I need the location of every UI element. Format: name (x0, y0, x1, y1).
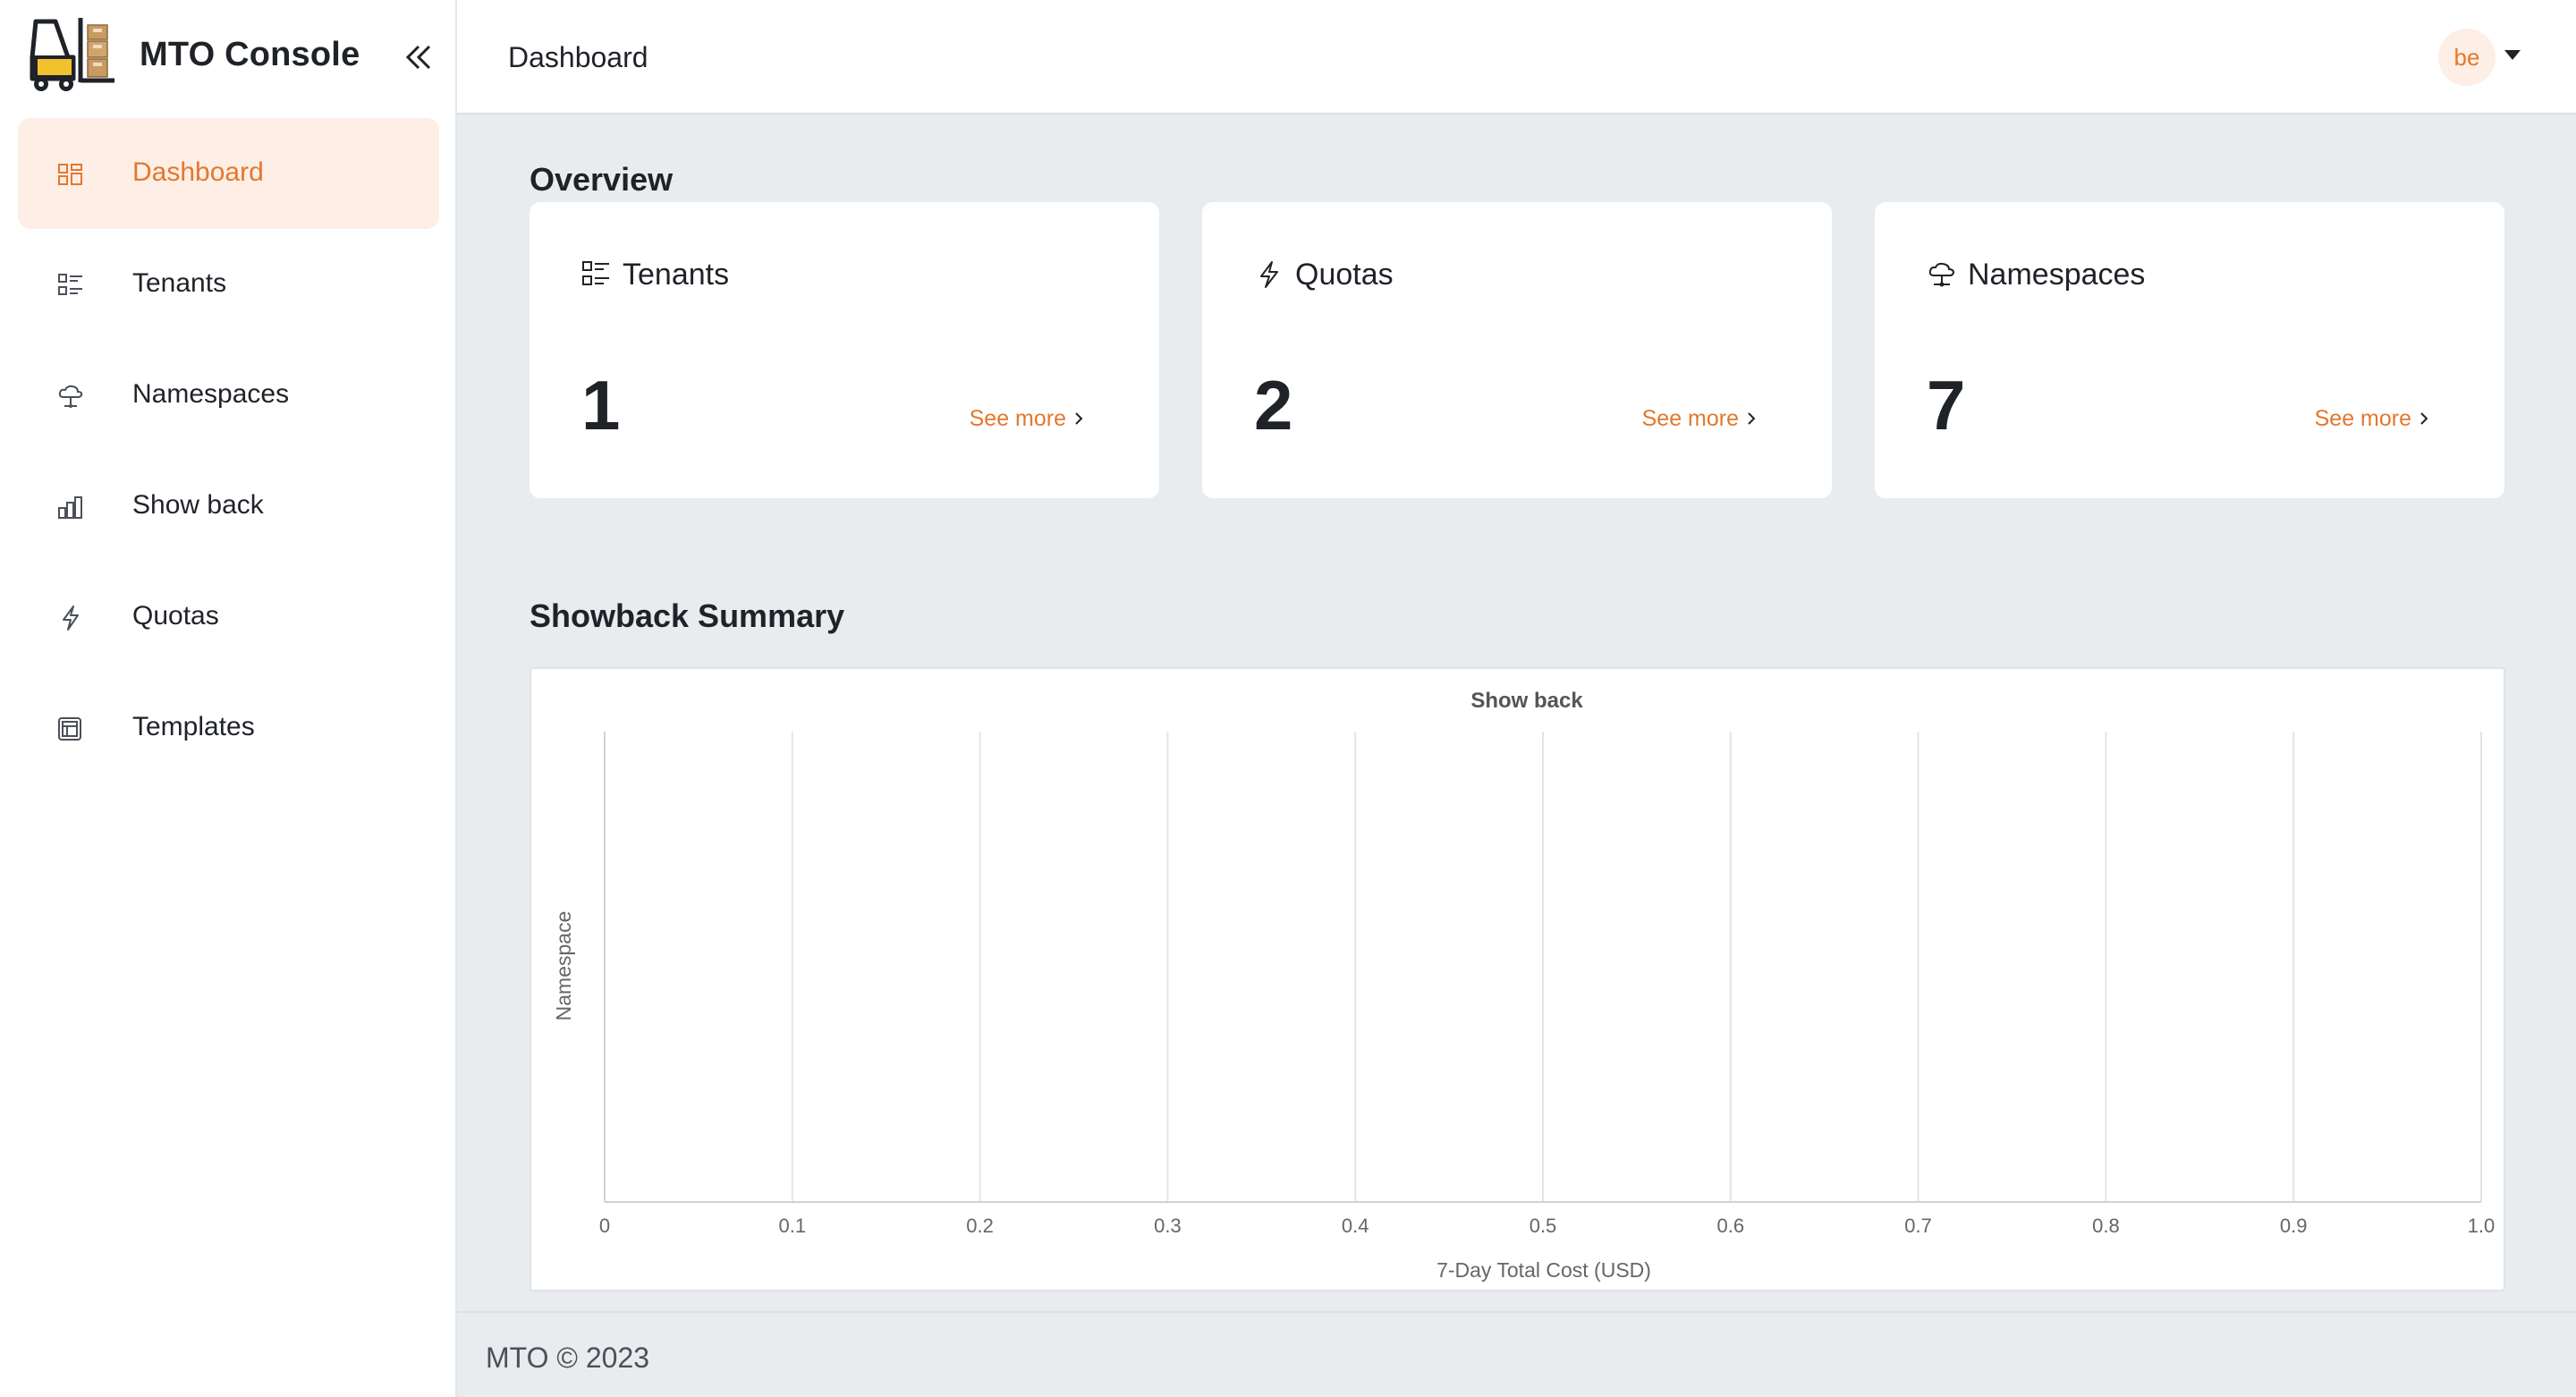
brand: MTO Console (0, 0, 455, 114)
sidebar-item-label: Templates (132, 712, 255, 741)
bar-chart-icon (58, 496, 82, 519)
cloud-icon (1928, 262, 1955, 287)
card-title: Namespaces (1968, 258, 2146, 292)
cloud-icon (58, 385, 83, 408)
collapse-sidebar-icon[interactable] (402, 41, 435, 73)
chart-x-tick-label: 0.5 (1530, 1215, 1557, 1237)
chart-x-tick-label: 0.8 (2092, 1215, 2120, 1237)
showback-chart: Show back Namespace 7-Day Total Cost (US… (552, 689, 2495, 1282)
showback-summary-title: Showback Summary (530, 597, 845, 634)
page-title: Dashboard (508, 41, 648, 73)
chart-x-tick-label: 0.4 (1342, 1215, 1369, 1237)
dashboard-icon (58, 164, 82, 185)
card-value: 7 (1927, 366, 1966, 444)
sidebar-item-tenants[interactable]: Tenants (18, 229, 439, 340)
chart-x-tick-label: 0 (599, 1215, 610, 1237)
lightning-icon (1260, 261, 1278, 288)
tenants-card: Tenants 1 See more (530, 202, 1159, 498)
sidebar-item-namespaces[interactable]: Namespaces (18, 340, 439, 451)
sidebar-item-label: Quotas (132, 601, 219, 631)
chart-x-tick-label: 0.3 (1154, 1215, 1182, 1237)
see-more-link[interactable]: See more (2314, 406, 2411, 431)
sidebar-item-label: Dashboard (132, 157, 264, 187)
forklift-logo (30, 18, 114, 91)
chevron-right-icon[interactable] (1070, 410, 1088, 428)
chevron-right-icon[interactable] (2415, 410, 2433, 428)
sidebar-item-label: Show back (132, 490, 264, 520)
chart-x-tick-label: 0.9 (2280, 1215, 2308, 1237)
sidebar-item-label: Tenants (132, 268, 227, 298)
sidebar-item-show-back[interactable]: Show back (18, 451, 439, 562)
caret-down-icon[interactable] (2504, 50, 2521, 60)
sidebar-item-dashboard[interactable]: Dashboard (18, 118, 439, 229)
card-value: 2 (1254, 366, 1293, 444)
chart-x-axis-label: 7-Day Total Cost (USD) (1436, 1258, 1651, 1282)
sidebar-nav: Dashboard Tenants Namespaces (18, 118, 439, 783)
sidebar-item-quotas[interactable]: Quotas (18, 562, 439, 673)
card-value: 1 (581, 366, 621, 444)
top-header: Dashboard be (457, 0, 2576, 114)
see-more-link[interactable]: See more (969, 406, 1066, 431)
chart-x-tick-label: 0.6 (1717, 1215, 1745, 1237)
chart-title: Show back (1470, 689, 1583, 713)
chart-y-axis-label: Namespace (552, 911, 575, 1021)
chart-x-tick-label: 0.7 (1904, 1215, 1932, 1237)
chart-x-tick-label: 1.0 (2468, 1215, 2496, 1237)
see-more-link[interactable]: See more (1641, 406, 1739, 431)
chart-x-tick-label: 0.1 (779, 1215, 807, 1237)
sidebar-item-label: Namespaces (132, 379, 290, 409)
footer: MTO © 2023 (457, 1311, 2576, 1397)
copyright-text: MTO © 2023 (486, 1342, 650, 1374)
card-title: Tenants (623, 258, 730, 292)
card-title: Quotas (1295, 258, 1394, 292)
list-icon (58, 274, 82, 295)
list-icon (582, 261, 609, 285)
lightning-icon (63, 605, 79, 631)
showback-chart-panel: Show back Namespace 7-Day Total Cost (US… (530, 667, 2505, 1291)
quotas-card: Quotas 2 See more (1202, 202, 1832, 498)
namespaces-card: Namespaces 7 See more (1875, 202, 2504, 498)
chart-x-ticks: 0 0.1 0.2 0.3 0.4 0.5 0.6 0.7 0.8 0.9 1.0 (599, 1215, 2495, 1237)
chevron-right-icon[interactable] (1742, 410, 1760, 428)
overview-title: Overview (530, 161, 674, 198)
chart-x-tick-label: 0.2 (966, 1215, 994, 1237)
sidebar: MTO Console Dashboard Te (0, 0, 457, 1397)
app-name: MTO Console (140, 36, 360, 73)
chart-gridlines (604, 732, 2482, 1203)
user-avatar[interactable]: be (2438, 29, 2496, 86)
template-icon (58, 717, 81, 741)
sidebar-item-templates[interactable]: Templates (18, 673, 439, 783)
